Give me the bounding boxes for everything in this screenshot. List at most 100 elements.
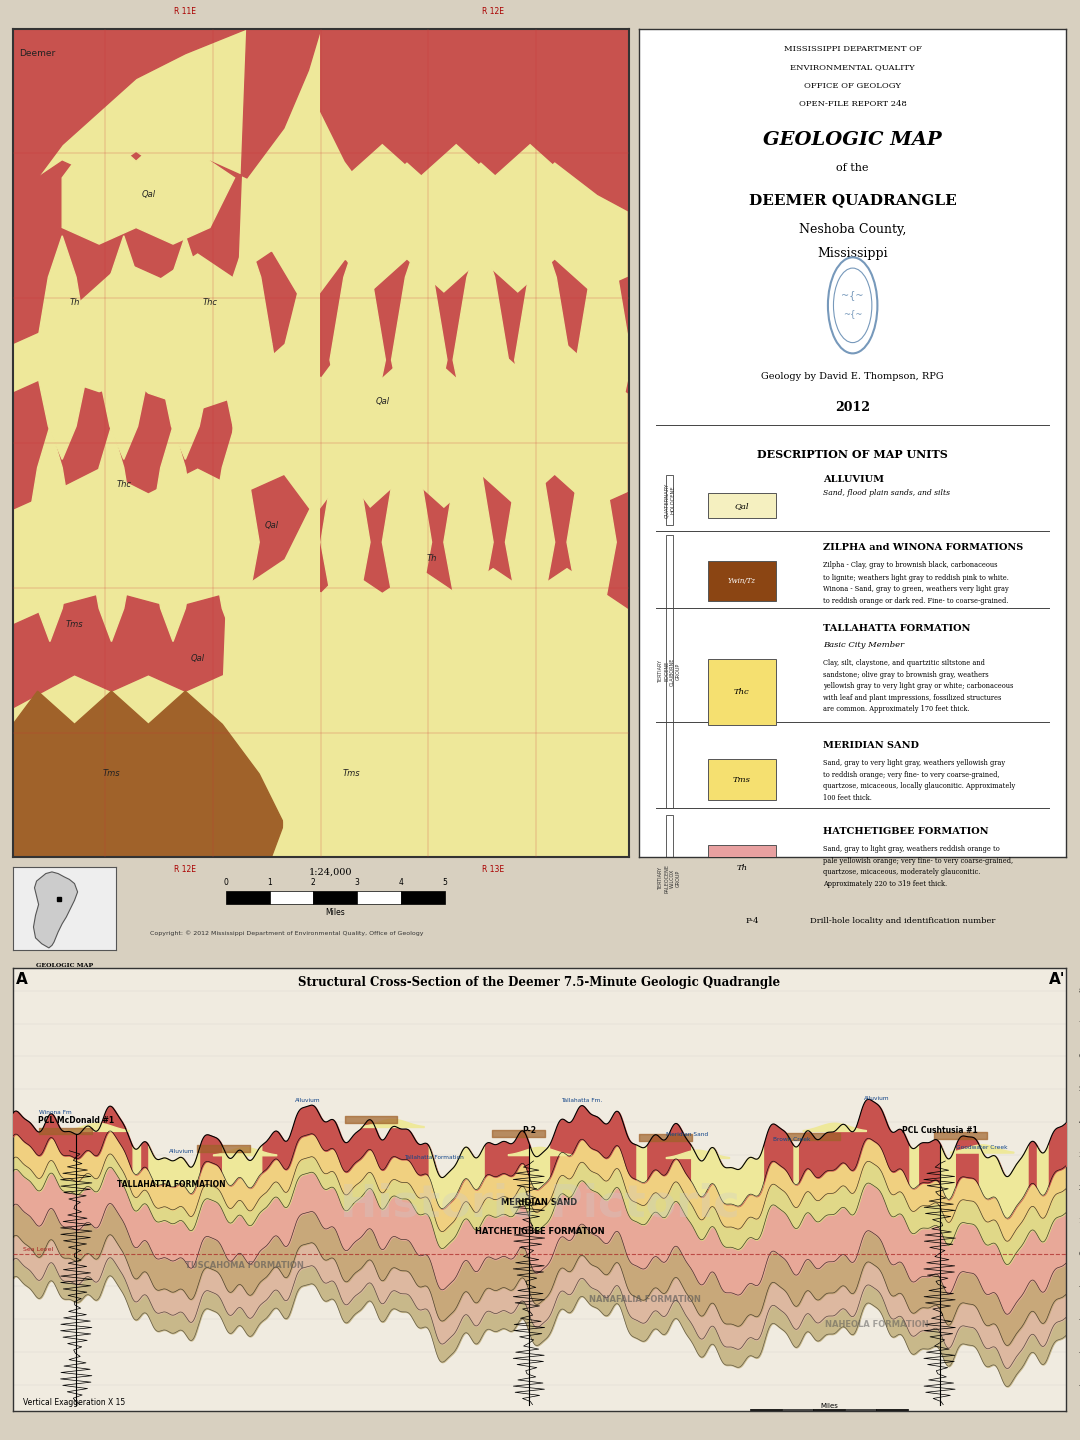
Polygon shape (515, 236, 570, 459)
Text: to lignite; weathers light gray to reddish pink to white.: to lignite; weathers light gray to reddi… (823, 573, 1009, 582)
Text: Winona Fm: Winona Fm (39, 1110, 71, 1115)
Text: sandstone; olive gray to brownish gray, weathers: sandstone; olive gray to brownish gray, … (823, 671, 988, 678)
Text: Zilpha - Clay, gray to brownish black, carbonaceous: Zilpha - Clay, gray to brownish black, c… (823, 562, 997, 569)
Text: 2012: 2012 (835, 400, 870, 413)
Polygon shape (330, 236, 386, 459)
Text: quartzose, micaceous, moderately glauconitic.: quartzose, micaceous, moderately glaucon… (823, 868, 981, 877)
Text: are common. Approximately 170 feet thick.: are common. Approximately 170 feet thick… (823, 706, 969, 713)
Polygon shape (333, 144, 592, 243)
Text: Alluvium: Alluvium (168, 1149, 194, 1155)
Text: NANAFALIA FORMATION: NANAFALIA FORMATION (589, 1295, 701, 1303)
Text: 5: 5 (442, 878, 447, 887)
Text: Tms: Tms (342, 769, 361, 779)
Text: MISSISSIPPI DEPARTMENT OF: MISSISSIPPI DEPARTMENT OF (784, 46, 921, 53)
Polygon shape (219, 236, 274, 459)
Text: NAHEOLA FORMATION: NAHEOLA FORMATION (824, 1320, 929, 1329)
Text: with leaf and plant impressions, fossilized structures: with leaf and plant impressions, fossili… (823, 694, 1001, 701)
Text: 800: 800 (1079, 988, 1080, 994)
Text: Basic City Member: Basic City Member (823, 641, 904, 648)
Text: Neshoba County, Mississippi: Neshoba County, Mississippi (24, 994, 105, 998)
Text: 400: 400 (1079, 1119, 1080, 1125)
Polygon shape (567, 426, 617, 642)
Text: Qal: Qal (375, 397, 390, 406)
Text: DEEMER QUADRANGLE: DEEMER QUADRANGLE (748, 193, 957, 207)
Polygon shape (321, 393, 629, 608)
Polygon shape (392, 236, 447, 459)
Text: -400: -400 (1079, 1382, 1080, 1388)
Polygon shape (99, 294, 271, 409)
Text: Ywin/Tz: Ywin/Tz (728, 577, 756, 585)
Polygon shape (210, 426, 259, 642)
Polygon shape (577, 236, 632, 459)
Text: GEOLOGIC MAP: GEOLOGIC MAP (764, 131, 942, 150)
Text: ~{~: ~{~ (843, 310, 862, 318)
Text: Thc: Thc (117, 480, 132, 488)
Text: Thc: Thc (202, 298, 217, 307)
Text: 100: 100 (1079, 1218, 1080, 1224)
Text: 2: 2 (311, 878, 315, 887)
Text: Mississippi: Mississippi (818, 248, 888, 261)
Text: ZILPHA and WINONA FORMATIONS: ZILPHA and WINONA FORMATIONS (823, 543, 1023, 552)
Polygon shape (321, 426, 370, 642)
Text: -200: -200 (1079, 1316, 1080, 1322)
Polygon shape (33, 871, 78, 948)
Text: Sand, gray to light gray, weathers reddish orange to: Sand, gray to light gray, weathers reddi… (823, 845, 1000, 854)
Text: Miles: Miles (820, 1403, 838, 1408)
Text: Thc: Thc (734, 688, 750, 696)
Text: DESCRIPTION OF MAP UNITS: DESCRIPTION OF MAP UNITS (757, 449, 948, 459)
Bar (665, 534, 674, 808)
Text: ALLUVIUM: ALLUVIUM (823, 475, 883, 484)
Text: P-2: P-2 (522, 1126, 536, 1135)
Bar (270, 891, 313, 904)
Polygon shape (505, 426, 555, 642)
Text: 0: 0 (1079, 1250, 1080, 1257)
Text: Qal: Qal (265, 521, 279, 530)
Text: Sand, flood plain sands, and silts: Sand, flood plain sands, and silts (823, 490, 949, 497)
Bar (707, 562, 775, 600)
Text: OFFICE OF GEOLOGY: OFFICE OF GEOLOGY (805, 82, 901, 89)
Polygon shape (382, 426, 432, 642)
Text: Goodwater Creek: Goodwater Creek (956, 1145, 1008, 1149)
Text: Neshoba County,: Neshoba County, (799, 223, 906, 236)
Text: quartzose, micaceous, locally glauconitic. Approximately: quartzose, micaceous, locally glauconiti… (823, 782, 1015, 791)
Text: Alluvium: Alluvium (295, 1099, 321, 1103)
Text: ENVIRONMENTAL QUALITY: ENVIRONMENTAL QUALITY (791, 63, 915, 72)
Bar (226, 891, 270, 904)
Text: Tms: Tms (733, 776, 751, 783)
Text: 3: 3 (354, 878, 360, 887)
Text: Tallahatta Formation: Tallahatta Formation (404, 1155, 464, 1159)
Text: Tms: Tms (66, 621, 83, 629)
Text: Winona - Sand, gray to green, weathers very light gray: Winona - Sand, gray to green, weathers v… (823, 585, 1009, 593)
Polygon shape (35, 236, 90, 459)
Text: Sand, gray to very light gray, weathers yellowish gray: Sand, gray to very light gray, weathers … (823, 759, 1004, 768)
Text: Historic Pictoric: Historic Pictoric (339, 1182, 740, 1225)
Text: pale yellowish orange; very fine- to very coarse-grained,: pale yellowish orange; very fine- to ver… (823, 857, 1013, 865)
Text: HATCHETIGBEE FORMATION: HATCHETIGBEE FORMATION (823, 827, 988, 837)
Text: TUSCAHOMA FORMATION: TUSCAHOMA FORMATION (185, 1261, 305, 1270)
Polygon shape (25, 426, 75, 642)
Bar (665, 475, 674, 524)
Text: Structural Cross-Section of the Deemer 7.5-Minute Geologic Quadrangle: Structural Cross-Section of the Deemer 7… (298, 976, 781, 989)
Text: OPEN-FILE REPORT 248: OPEN-FILE REPORT 248 (799, 99, 906, 108)
Text: PCL McDonald #1: PCL McDonald #1 (38, 1116, 114, 1125)
Polygon shape (284, 674, 629, 857)
Text: TERTIARY
PALEOCENE
WILCOX
GROUP: TERTIARY PALEOCENE WILCOX GROUP (659, 864, 680, 893)
Text: yellowish gray to very light gray or white; carbonaceous: yellowish gray to very light gray or whi… (823, 683, 1013, 690)
Text: Tallahatta Fm.: Tallahatta Fm. (561, 1097, 603, 1103)
Text: QUATERNARY
HOLOCENE: QUATERNARY HOLOCENE (664, 482, 675, 517)
Polygon shape (86, 426, 136, 642)
Text: GEOLOGIC MAP: GEOLOGIC MAP (36, 963, 93, 968)
Polygon shape (158, 236, 213, 459)
Text: A': A' (1050, 972, 1066, 986)
Text: R 11E: R 11E (174, 7, 197, 16)
Text: Th: Th (69, 298, 80, 307)
Text: Meridian Sand: Meridian Sand (665, 1132, 708, 1138)
Text: R 12E: R 12E (482, 7, 504, 16)
Text: HATCHETIGBEE FORMATION: HATCHETIGBEE FORMATION (474, 1227, 605, 1237)
Polygon shape (321, 210, 629, 393)
Text: to reddish orange; very fine- to very coarse-grained,: to reddish orange; very fine- to very co… (823, 770, 999, 779)
Text: Qal: Qal (734, 501, 750, 510)
Text: Miles: Miles (325, 907, 346, 917)
Text: Sea Level: Sea Level (24, 1247, 54, 1251)
Text: 1:24,000: 1:24,000 (309, 867, 352, 877)
